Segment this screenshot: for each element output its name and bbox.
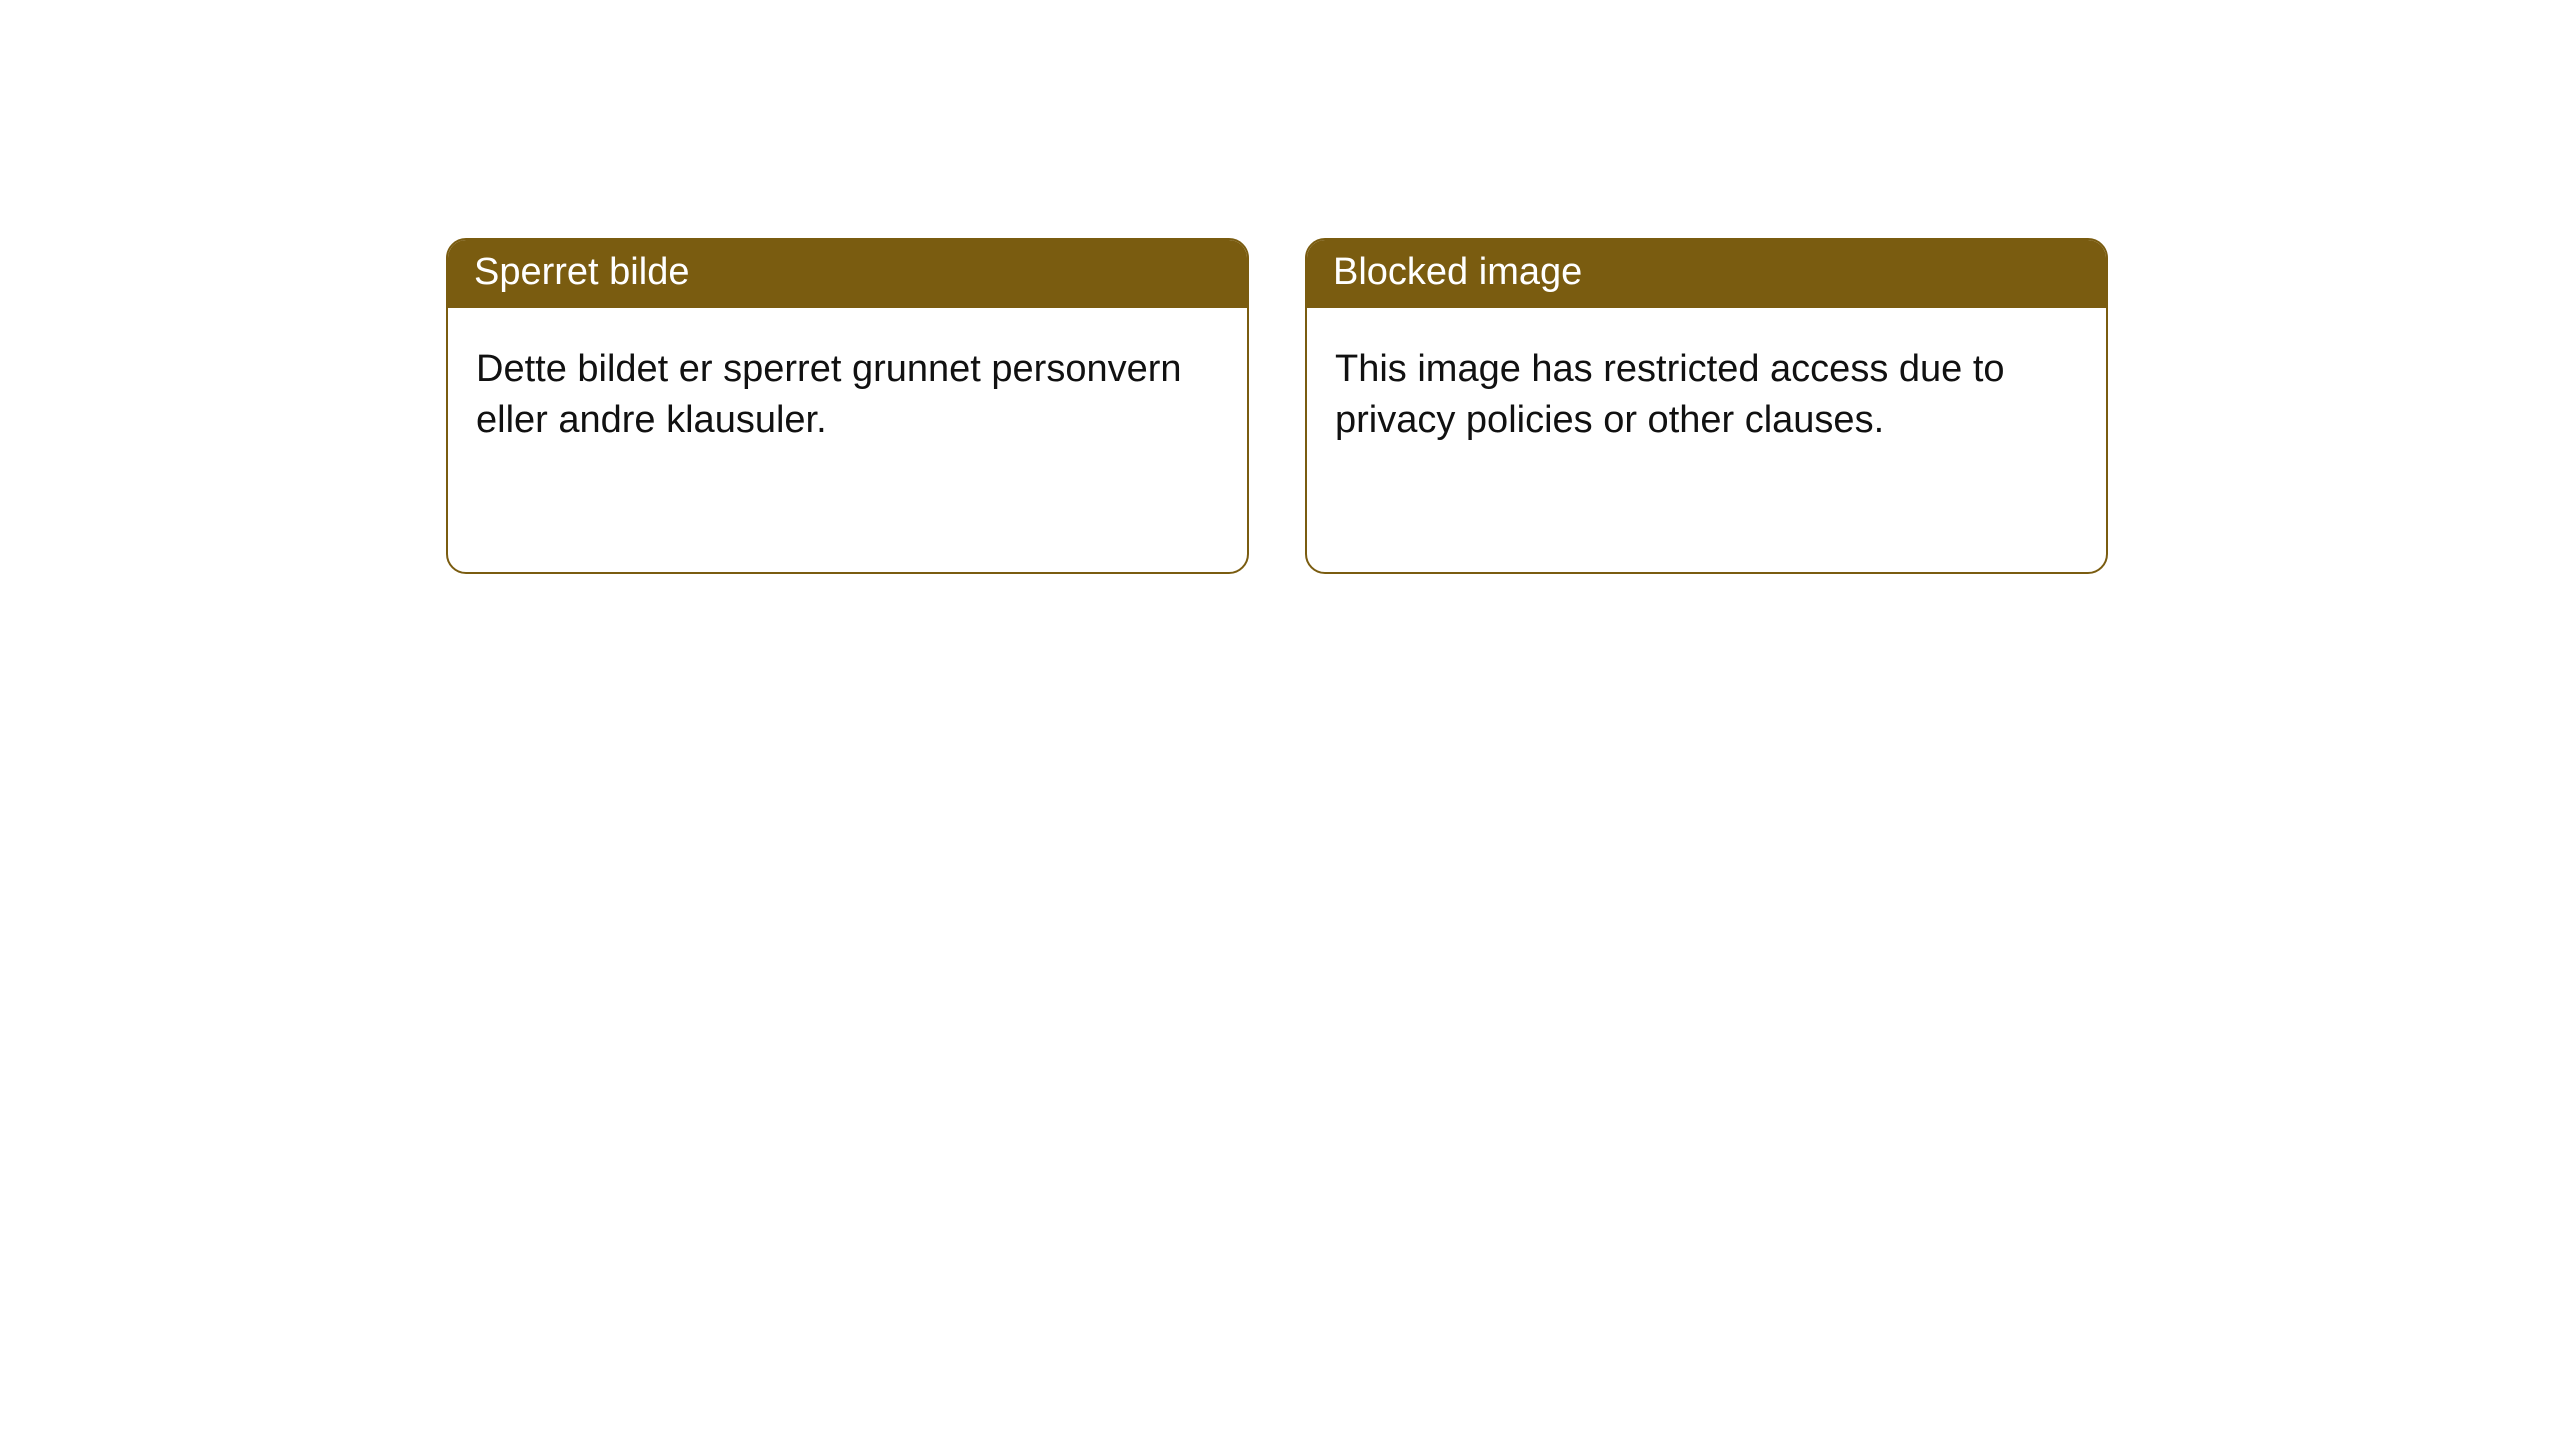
notice-body-norwegian: Dette bildet er sperret grunnet personve… [448, 308, 1247, 483]
notice-body-english: This image has restricted access due to … [1307, 308, 2106, 483]
notice-card-english: Blocked image This image has restricted … [1305, 238, 2108, 574]
notice-header-english: Blocked image [1307, 240, 2106, 308]
notice-container: Sperret bilde Dette bildet er sperret gr… [0, 0, 2560, 574]
notice-card-norwegian: Sperret bilde Dette bildet er sperret gr… [446, 238, 1249, 574]
notice-header-norwegian: Sperret bilde [448, 240, 1247, 308]
